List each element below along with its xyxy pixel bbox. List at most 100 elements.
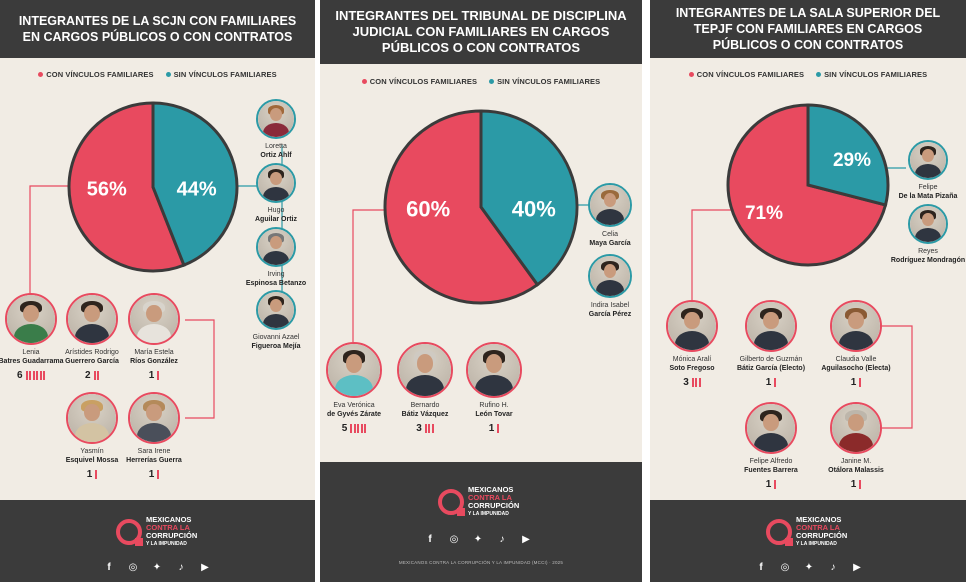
youtube-icon[interactable]: ▶	[201, 561, 209, 573]
person-last-name: Guerrero García	[65, 358, 119, 365]
relatives-count: 1	[449, 423, 539, 434]
brand-line: CONTRA LA	[468, 493, 512, 502]
tally-bar	[497, 424, 500, 433]
brand-logo[interactable]: MEXICANOS CONTRA LA CORRUPCIÓN Y LA IMPU…	[116, 516, 197, 548]
relatives-count: 2	[47, 370, 137, 381]
legend-dot-red	[688, 72, 694, 77]
pie-data-label: 29%	[833, 150, 871, 171]
person-with-family[interactable]: Sara Irene Herrerías Guerra 1	[109, 392, 199, 480]
portrait-photo	[5, 293, 57, 345]
tally-bar	[157, 470, 160, 479]
person-with-family[interactable]: Eva Verónica de Gyvés Zárate 5	[320, 342, 399, 434]
instagram-icon[interactable]: ◎	[780, 561, 790, 573]
portrait-photo	[128, 392, 180, 444]
portrait-photo	[830, 300, 882, 352]
person-with-family[interactable]: Felipe Alfredo Fuentes Barrera 1	[726, 402, 816, 490]
person-last-name: Fuentes Barrera	[744, 467, 798, 474]
facebook-icon[interactable]: f	[107, 561, 111, 573]
tally-bar	[859, 378, 862, 387]
instagram-icon[interactable]: ◎	[128, 561, 138, 573]
relatives-count: 3	[380, 423, 470, 434]
relatives-count-bars	[25, 371, 46, 380]
person-with-family[interactable]: Yasmín Esquivel Mossa 1	[47, 392, 137, 480]
relatives-count-number: 1	[488, 423, 495, 434]
person-without-family[interactable]: Irving Espinosa Betanzo	[231, 227, 315, 288]
portrait-photo	[588, 183, 632, 227]
relatives-count-bars	[774, 378, 777, 387]
legend-item-with-family: CON VÍNCULOS FAMILIARES	[38, 70, 153, 79]
tally-bar	[859, 480, 862, 489]
person-last-name: de Gyvés Zárate	[326, 411, 382, 418]
brand-logo[interactable]: MEXICANOS CONTRA LA CORRUPCIÓN Y LA IMPU…	[766, 516, 847, 548]
youtube-icon[interactable]: ▶	[522, 533, 530, 545]
portrait-photo	[908, 140, 948, 180]
person-first-name: María Estela	[134, 349, 174, 356]
person-with-family[interactable]: Mónica Aralí Soto Fregoso 3	[650, 300, 737, 388]
pie-chart: 71% 29%	[726, 103, 890, 267]
person-first-name: Giovanni Azael	[252, 334, 300, 341]
relatives-count-bars	[497, 424, 500, 433]
legend-item-without-family: SIN VÍNCULOS FAMILIARES	[489, 77, 600, 86]
person-without-family[interactable]: Celia Maya García	[565, 183, 642, 248]
relatives-count-number: 6	[16, 370, 23, 381]
person-last-name: Herrerías Guerra	[126, 457, 182, 464]
person-last-name: Espinosa Betanzo	[245, 280, 307, 287]
person-without-family[interactable]: Loretta Ortiz Ahlf	[231, 99, 315, 160]
person-with-family[interactable]: Lenia Batres Guadarrama 6	[0, 293, 76, 381]
relatives-count-number: 1	[765, 479, 772, 490]
portrait-photo	[66, 293, 118, 345]
person-with-family[interactable]: Bernardo Bátiz Vázquez 3	[380, 342, 470, 434]
person-without-family[interactable]: Indira Isabel García Pérez	[565, 254, 642, 319]
person-first-name: Claudia Valle	[835, 356, 877, 363]
person-with-family[interactable]: Janine M. Otálora Malassis 1	[811, 402, 901, 490]
brand-logo[interactable]: MEXICANOS CONTRA LA CORRUPCIÓN Y LA IMPU…	[438, 486, 519, 518]
instagram-icon[interactable]: ◎	[449, 533, 459, 545]
person-with-family[interactable]: Arístides Rodrigo Guerrero García 2	[47, 293, 137, 381]
youtube-icon[interactable]: ▶	[853, 561, 861, 573]
person-with-family[interactable]: Gilberto de Guzmán Bátiz García (Electo)…	[726, 300, 816, 388]
person-with-family[interactable]: María Estela Ríos González 1	[109, 293, 199, 381]
person-last-name: Otálora Malassis	[828, 467, 884, 474]
footer: MEXICANOS CONTRA LA CORRUPCIÓN Y LA IMPU…	[320, 462, 642, 582]
portrait-photo	[256, 290, 296, 330]
person-last-name: Batres Guadarrama	[0, 358, 64, 365]
person-last-name: Ortiz Ahlf	[260, 152, 292, 159]
person-first-name: Bernardo	[410, 402, 440, 409]
relatives-count-bars	[859, 378, 862, 387]
tally-bar	[357, 424, 360, 433]
person-first-name: Arístides Rodrigo	[65, 349, 119, 356]
tiktok-icon[interactable]: ♪	[830, 561, 836, 573]
facebook-icon[interactable]: f	[428, 533, 432, 545]
tally-bar	[424, 424, 427, 433]
portrait-photo	[666, 300, 718, 352]
portrait-photo	[256, 227, 296, 267]
person-without-family[interactable]: Hugo Aguilar Ortiz	[231, 163, 315, 224]
tally-bar	[95, 470, 98, 479]
twitter-icon[interactable]: ✦	[804, 561, 814, 573]
twitter-icon[interactable]: ✦	[473, 533, 483, 545]
tally-bar	[97, 371, 100, 380]
pie-slice-with-family	[67, 101, 186, 273]
relatives-count: 1	[726, 377, 816, 388]
pie-data-label: 60%	[406, 197, 450, 222]
twitter-icon[interactable]: ✦	[152, 561, 162, 573]
brand-line: MEXICANOS	[468, 485, 514, 494]
legend-dot-teal	[816, 72, 822, 77]
relatives-count: 5	[320, 423, 399, 434]
tiktok-icon[interactable]: ♪	[178, 561, 184, 573]
person-with-family[interactable]: Claudia Valle Aguilasocho (Electa) 1	[811, 300, 901, 388]
person-last-name: León Tovar	[475, 411, 513, 418]
tally-bar	[360, 424, 363, 433]
person-with-family[interactable]: Rufino H. León Tovar 1	[449, 342, 539, 434]
person-without-family[interactable]: Reyes Rodríguez Mondragón	[883, 204, 966, 265]
pie-data-label: 44%	[177, 179, 217, 201]
portrait-photo	[588, 254, 632, 298]
person-without-family[interactable]: Felipe De la Mata Pizaña	[883, 140, 966, 201]
person-without-family[interactable]: Giovanni Azael Figueroa Mejía	[231, 290, 315, 351]
tiktok-icon[interactable]: ♪	[499, 533, 505, 545]
person-last-name: Aguilasocho (Electa)	[821, 365, 891, 372]
facebook-icon[interactable]: f	[759, 561, 763, 573]
brand-logo-mark	[438, 489, 465, 516]
person-last-name: Bátiz García (Electo)	[736, 365, 806, 372]
relatives-count-number: 1	[850, 479, 857, 490]
